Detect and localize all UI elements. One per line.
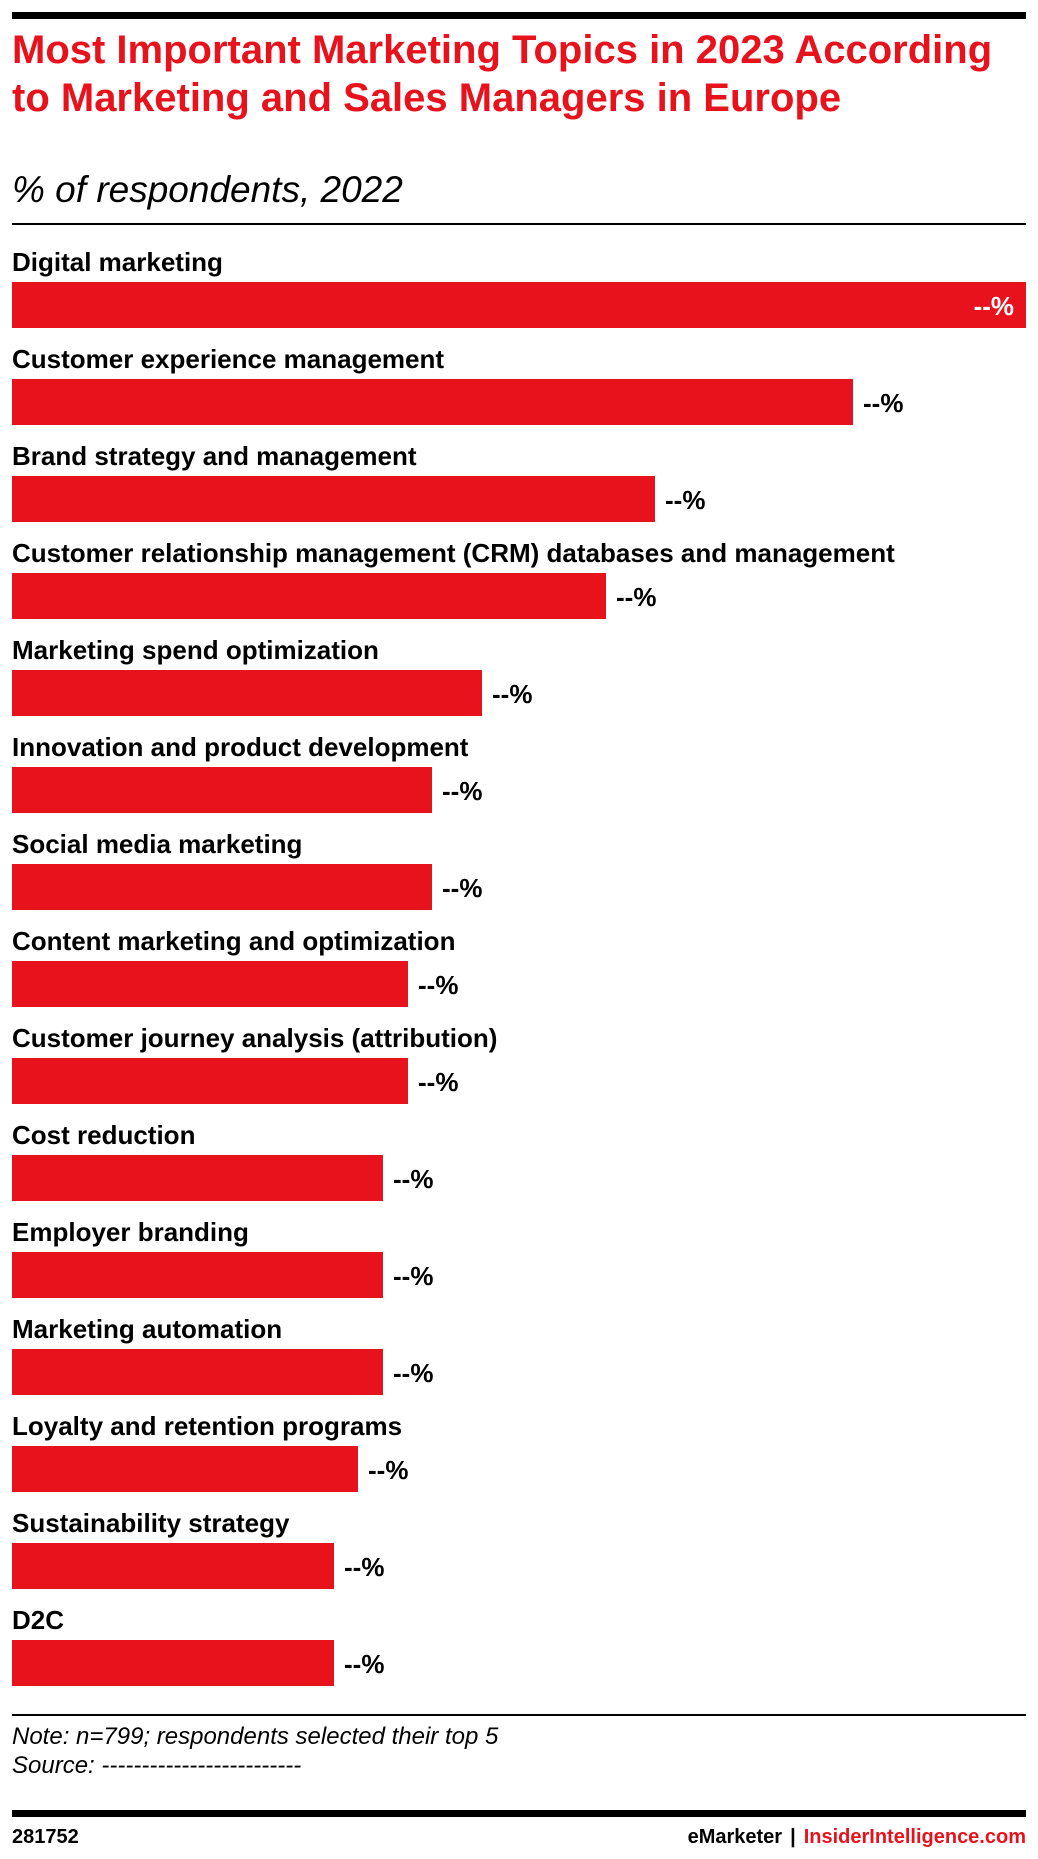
bar — [12, 864, 432, 910]
footer-brand: eMarketer | InsiderIntelligence.com — [688, 1824, 1026, 1850]
footer-rule — [12, 1810, 1026, 1817]
bar — [12, 961, 408, 1007]
value-label: --% — [863, 388, 903, 418]
bar — [12, 1252, 383, 1298]
category-label: Marketing automation — [12, 1314, 282, 1344]
source-text: Source: ------------------------- — [12, 1752, 302, 1779]
bar — [12, 670, 482, 716]
bar — [12, 767, 432, 813]
category-label: Social media marketing — [12, 829, 302, 859]
category-label: Marketing spend optimization — [12, 635, 379, 665]
bar — [12, 282, 1026, 328]
site-link[interactable]: InsiderIntelligence.com — [803, 1826, 1026, 1848]
value-label: --% — [974, 291, 1014, 321]
brand-separator: | — [790, 1826, 796, 1848]
value-label: --% — [368, 1455, 408, 1485]
category-label: Customer journey analysis (attribution) — [12, 1023, 497, 1053]
value-label: --% — [418, 1067, 458, 1097]
value-label: --% — [442, 873, 482, 903]
category-label: Cost reduction — [12, 1120, 195, 1150]
bar — [12, 476, 655, 522]
brand-name: eMarketer — [687, 1826, 783, 1848]
category-label: Innovation and product development — [12, 732, 469, 762]
chart-notes: Note: n=799; respondents selected their … — [12, 1722, 1026, 1780]
category-label: Customer relationship management (CRM) d… — [12, 538, 895, 568]
category-label: Content marketing and optimization — [12, 926, 455, 956]
category-label: Digital marketing — [12, 247, 223, 277]
chart-id: 281752 — [12, 1826, 79, 1848]
value-label: --% — [492, 679, 532, 709]
bar — [12, 1446, 358, 1492]
category-label: Customer experience management — [12, 344, 444, 374]
bar — [12, 379, 853, 425]
value-label: --% — [418, 970, 458, 1000]
value-label: --% — [344, 1552, 384, 1582]
chart-title: Most Important Marketing Topics in 2023 … — [12, 28, 993, 120]
bar — [12, 573, 606, 619]
note-text: Note: n=799; respondents selected their … — [12, 1723, 499, 1750]
value-label: --% — [393, 1164, 433, 1194]
value-label: --% — [393, 1261, 433, 1291]
category-label: Loyalty and retention programs — [12, 1411, 402, 1441]
bar — [12, 1155, 383, 1201]
title-rule — [12, 223, 1026, 225]
note-rule — [12, 1714, 1026, 1716]
bar — [12, 1640, 334, 1686]
bar — [12, 1349, 383, 1395]
bar — [12, 1058, 408, 1104]
value-label: --% — [665, 485, 705, 515]
value-label: --% — [442, 776, 482, 806]
value-label: --% — [344, 1649, 384, 1679]
category-label: Brand strategy and management — [12, 441, 417, 471]
footer: 281752 eMarketer | InsiderIntelligence.com — [12, 1824, 1026, 1850]
category-label: Employer branding — [12, 1217, 249, 1247]
bar — [12, 1543, 334, 1589]
category-label: D2C — [12, 1605, 64, 1635]
category-label: Sustainability strategy — [12, 1508, 290, 1538]
value-label: --% — [616, 582, 656, 612]
value-label: --% — [393, 1358, 433, 1388]
chart-subtitle: % of respondents, 2022 — [12, 169, 403, 210]
bar-chart: Digital marketing --% Customer experience … — [12, 247, 1026, 1686]
top-rule — [12, 12, 1026, 19]
